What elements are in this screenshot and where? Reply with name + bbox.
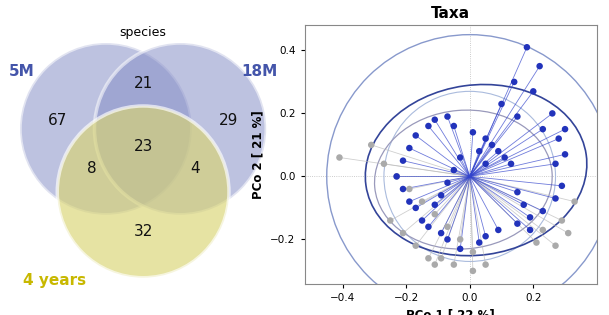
- Point: [417, 199, 427, 204]
- Circle shape: [20, 43, 192, 215]
- Point: [468, 130, 478, 135]
- Point: [423, 256, 433, 261]
- Point: [379, 161, 389, 166]
- Point: [551, 196, 560, 201]
- Point: [398, 231, 408, 236]
- Text: 29: 29: [219, 113, 239, 128]
- Point: [474, 240, 484, 245]
- Point: [385, 218, 395, 223]
- Point: [411, 243, 421, 248]
- Point: [436, 256, 446, 261]
- Point: [525, 215, 535, 220]
- Point: [449, 262, 459, 267]
- Point: [532, 240, 541, 245]
- Point: [443, 224, 452, 229]
- Point: [487, 142, 497, 147]
- Point: [443, 237, 452, 242]
- Point: [443, 114, 452, 119]
- Text: 4 years: 4 years: [23, 273, 86, 288]
- Point: [563, 231, 573, 236]
- Point: [456, 246, 465, 251]
- Title: Taxa: Taxa: [431, 6, 470, 21]
- Circle shape: [94, 43, 266, 215]
- Point: [417, 218, 427, 223]
- Point: [398, 158, 408, 163]
- Point: [449, 168, 459, 173]
- Point: [513, 190, 523, 195]
- Point: [334, 155, 344, 160]
- Point: [493, 227, 503, 232]
- Point: [538, 227, 547, 232]
- Point: [411, 133, 421, 138]
- Point: [529, 89, 538, 94]
- Point: [430, 202, 440, 207]
- Point: [551, 161, 560, 166]
- Point: [398, 186, 408, 192]
- Text: 5M: 5M: [9, 64, 34, 79]
- Point: [513, 221, 523, 226]
- Point: [493, 149, 503, 154]
- Point: [557, 218, 567, 223]
- Point: [430, 117, 440, 122]
- Point: [547, 111, 557, 116]
- Point: [509, 79, 519, 84]
- Point: [522, 45, 532, 50]
- Point: [513, 114, 523, 119]
- Point: [443, 180, 452, 185]
- Point: [481, 161, 490, 166]
- Text: 32: 32: [133, 224, 153, 239]
- Point: [423, 123, 433, 129]
- Point: [436, 193, 446, 198]
- Point: [557, 183, 567, 188]
- Text: 67: 67: [48, 113, 67, 128]
- Point: [496, 101, 506, 106]
- Text: 18M: 18M: [241, 64, 278, 79]
- Point: [456, 155, 465, 160]
- Point: [474, 149, 484, 154]
- Point: [404, 186, 414, 192]
- Point: [506, 161, 516, 166]
- Y-axis label: PCo 2 [ 21 %]: PCo 2 [ 21 %]: [252, 110, 265, 199]
- Point: [449, 123, 459, 129]
- Point: [481, 262, 490, 267]
- Point: [538, 127, 547, 132]
- Text: 4: 4: [190, 162, 200, 176]
- Point: [551, 243, 560, 248]
- Point: [525, 227, 535, 232]
- Point: [468, 268, 478, 273]
- Point: [554, 136, 563, 141]
- Point: [569, 199, 579, 204]
- Text: 21: 21: [133, 76, 153, 91]
- Text: species: species: [120, 26, 166, 39]
- Point: [392, 174, 401, 179]
- Point: [430, 212, 440, 217]
- Point: [404, 199, 414, 204]
- Point: [481, 234, 490, 239]
- Circle shape: [57, 106, 229, 278]
- Point: [367, 142, 376, 147]
- Point: [560, 127, 570, 132]
- Text: 23: 23: [133, 139, 153, 153]
- X-axis label: PCo 1 [ 22 %]: PCo 1 [ 22 %]: [406, 308, 495, 315]
- Point: [500, 155, 510, 160]
- Point: [560, 152, 570, 157]
- Point: [538, 209, 547, 214]
- Point: [430, 262, 440, 267]
- Point: [404, 146, 414, 151]
- Point: [468, 249, 478, 255]
- Point: [519, 202, 529, 207]
- Point: [411, 205, 421, 210]
- Point: [392, 174, 401, 179]
- Point: [436, 231, 446, 236]
- Point: [456, 237, 465, 242]
- Text: 8: 8: [86, 162, 96, 176]
- Point: [535, 64, 544, 69]
- Point: [423, 224, 433, 229]
- Point: [481, 136, 490, 141]
